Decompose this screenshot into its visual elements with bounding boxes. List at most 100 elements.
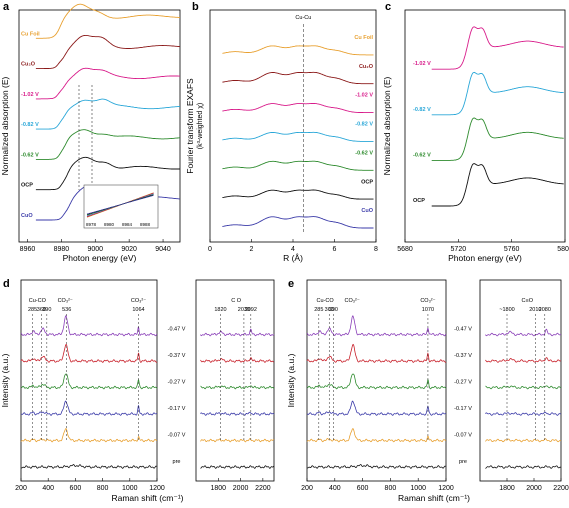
panel-e-right-frame [479, 279, 562, 482]
panel-a-ylabel: Normalized absorption (E) [0, 76, 10, 175]
panel-b-tick-label: 6 [333, 246, 337, 253]
panel-e-series-label-1: -0.37 V [454, 353, 472, 359]
panel-d-right-series-2 [200, 385, 275, 390]
panel-e-right-series-1 [485, 357, 562, 363]
panel-d-left-series-0 [20, 315, 158, 337]
panel-b-series-0 [222, 45, 374, 56]
panel-a-inset [83, 184, 159, 229]
panel-e-left-tick-label: 1200 [438, 485, 454, 492]
panel-d-right-series-5 [200, 465, 275, 469]
panel-c-series-0 [431, 26, 564, 70]
panel-a-letter: a [3, 1, 10, 13]
panel-d-right-tick-label: 2000 [233, 485, 249, 492]
panel-e-right-tick-label: 2200 [553, 485, 569, 492]
panel-d-peak-group-4: CO₃²⁻ [58, 298, 73, 304]
panel-d-right-series-0 [200, 328, 275, 337]
panel-d-series-label-1: -0.37 V [168, 353, 186, 359]
panel-c-series-3 [431, 163, 564, 207]
panel-c-series-label-3: OCP [413, 198, 425, 204]
panel-e-left-series-1 [306, 343, 447, 363]
panel-a-tick-label: 9020 [121, 246, 137, 253]
panel-d-left-series-2 [21, 373, 158, 390]
panel-d-left-series-4 [20, 428, 158, 443]
panel-a-inset-tick: 8984 [122, 222, 133, 227]
panel-c: c -1.02 V -0.82 V -0.62 V OCP 5680 5720 5760 580… [382, 1, 569, 263]
panel-d-left-tick-label: 1000 [122, 485, 138, 492]
panel-a-series-label-2: -1.02 V [21, 92, 39, 98]
panel-e: e -0.47 V -0.37 V -0.27 V -0.17 V -0.07 V pre C… [286, 278, 569, 503]
panel-b-series-2 [222, 103, 374, 114]
panel-c-xlabel: Photon energy (eV) [448, 253, 522, 263]
panel-e-left-frame [306, 279, 447, 482]
panel-d-peak-group-0: Cu-CO [29, 298, 47, 304]
panel-c-tick-label: 5760 [504, 246, 520, 253]
panel-b-series-3 [222, 131, 374, 142]
panel-c-series-2 [431, 117, 564, 161]
panel-c-series-label-1: -0.82 V [413, 107, 431, 113]
panel-e-letter: e [288, 278, 294, 290]
panel-b-series-label-4: -0.62 V [355, 150, 373, 156]
panel-c-ylabel: Normalized absorption (E) [382, 76, 392, 175]
panel-e-peak-label-r-3: 2080 [539, 307, 551, 313]
panel-b-ylabel2: (k³-weighted χ) [197, 103, 204, 149]
panel-c-series-label-0: -1.02 V [413, 61, 431, 67]
panel-d: d -0.47 V -0.37 V -0.27 V -0.17 V -0.07 V pre C… [0, 278, 275, 503]
panel-e-left-tick-label: 800 [385, 485, 397, 492]
panel-e-xlabel: Raman shift (cm⁻¹) [398, 493, 470, 503]
panel-d-peak-label-7: 1064 [132, 307, 144, 313]
panel-a-tick-label: 9040 [155, 246, 171, 253]
panel-e-left-series-4 [306, 428, 447, 443]
panel-e-left-series-5 [306, 464, 447, 469]
panel-e-peak-label-6: 1070 [422, 307, 434, 313]
panel-e-right-series-4 [485, 438, 562, 443]
panel-d-peak-group-6: CO₃²⁻ [131, 298, 146, 304]
panel-b-series-6 [222, 216, 374, 229]
panel-b-series-label-0: Cu Foil [354, 35, 373, 41]
panel-e-left-series-3 [307, 400, 447, 416]
panel-e-peak-label-1: 285 [314, 307, 323, 313]
panel-e-peak-group-4: CO₃²⁻ [345, 298, 360, 304]
panel-d-ylabel: Intensity (a.u.) [0, 353, 10, 407]
panel-b-xlabel: R (Å) [283, 253, 303, 263]
panel-b-ylabel: Fourier transform EXAFS [185, 78, 195, 174]
panel-a-frame [18, 9, 181, 243]
panel-d-right-series-1 [200, 357, 274, 363]
panel-b-series-label-2: -1.02 V [355, 93, 373, 99]
panel-e-right-tick-label: 2000 [526, 485, 542, 492]
panel-b-tick-label: 0 [208, 246, 212, 253]
panel-a-series-label-4: -0.62 V [21, 152, 39, 158]
panel-a: a Cu Foil Cu₂O -1.02 V -0.82 V -0.62 V OCP CuO 8… [0, 1, 181, 263]
panel-d-series-label-2: -0.27 V [168, 380, 186, 386]
panel-d-letter: d [3, 278, 10, 290]
panel-b-tick-label: 8 [374, 246, 378, 253]
panel-e-right-series-0 [485, 328, 561, 337]
panel-d-left-tick-label: 200 [15, 485, 27, 492]
panel-e-series-label-4: -0.07 V [454, 433, 472, 439]
panel-e-peak-group-0: Cu-CO [317, 298, 335, 304]
panel-e-series-label-3: -0.17 V [454, 406, 472, 412]
panel-c-series-1 [431, 71, 564, 116]
panel-d-left-tick-label: 400 [42, 485, 54, 492]
panel-e-peak-label-3: 390 [329, 307, 338, 313]
panel-a-series-2 [35, 67, 180, 100]
panel-e-right-series-3 [485, 411, 561, 416]
panel-a-series-5 [35, 156, 181, 191]
panel-a-series-4 [35, 129, 181, 160]
panel-d-left-frame [20, 279, 158, 482]
panel-e-left-tick-label: 600 [357, 485, 369, 492]
panel-d-right-frame [195, 279, 275, 482]
panel-a-series-label-1: Cu₂O [21, 62, 36, 68]
panel-a-series-label-5: OCP [21, 183, 33, 189]
panel-e-series-label-2: -0.27 V [454, 380, 472, 386]
panel-a-series-label-0: Cu Foil [21, 31, 40, 37]
panel-e-peak-group-r-0: C≡O [522, 298, 534, 304]
panel-b-series-1 [222, 71, 374, 85]
panel-b-series-label-1: Cu₂O [359, 64, 374, 70]
panel-a-series-label-6: CuO [21, 213, 33, 219]
panel-e-ylabel: Intensity (a.u.) [286, 353, 296, 407]
panel-d-peak-label-2: 360 [37, 307, 46, 313]
panel-b-annotation: Cu-Cu [295, 15, 311, 21]
panel-a-series-label-3: -0.82 V [21, 122, 39, 128]
panel-d-left-tick-label: 600 [70, 485, 82, 492]
panel-d-right-series-4 [200, 438, 275, 443]
